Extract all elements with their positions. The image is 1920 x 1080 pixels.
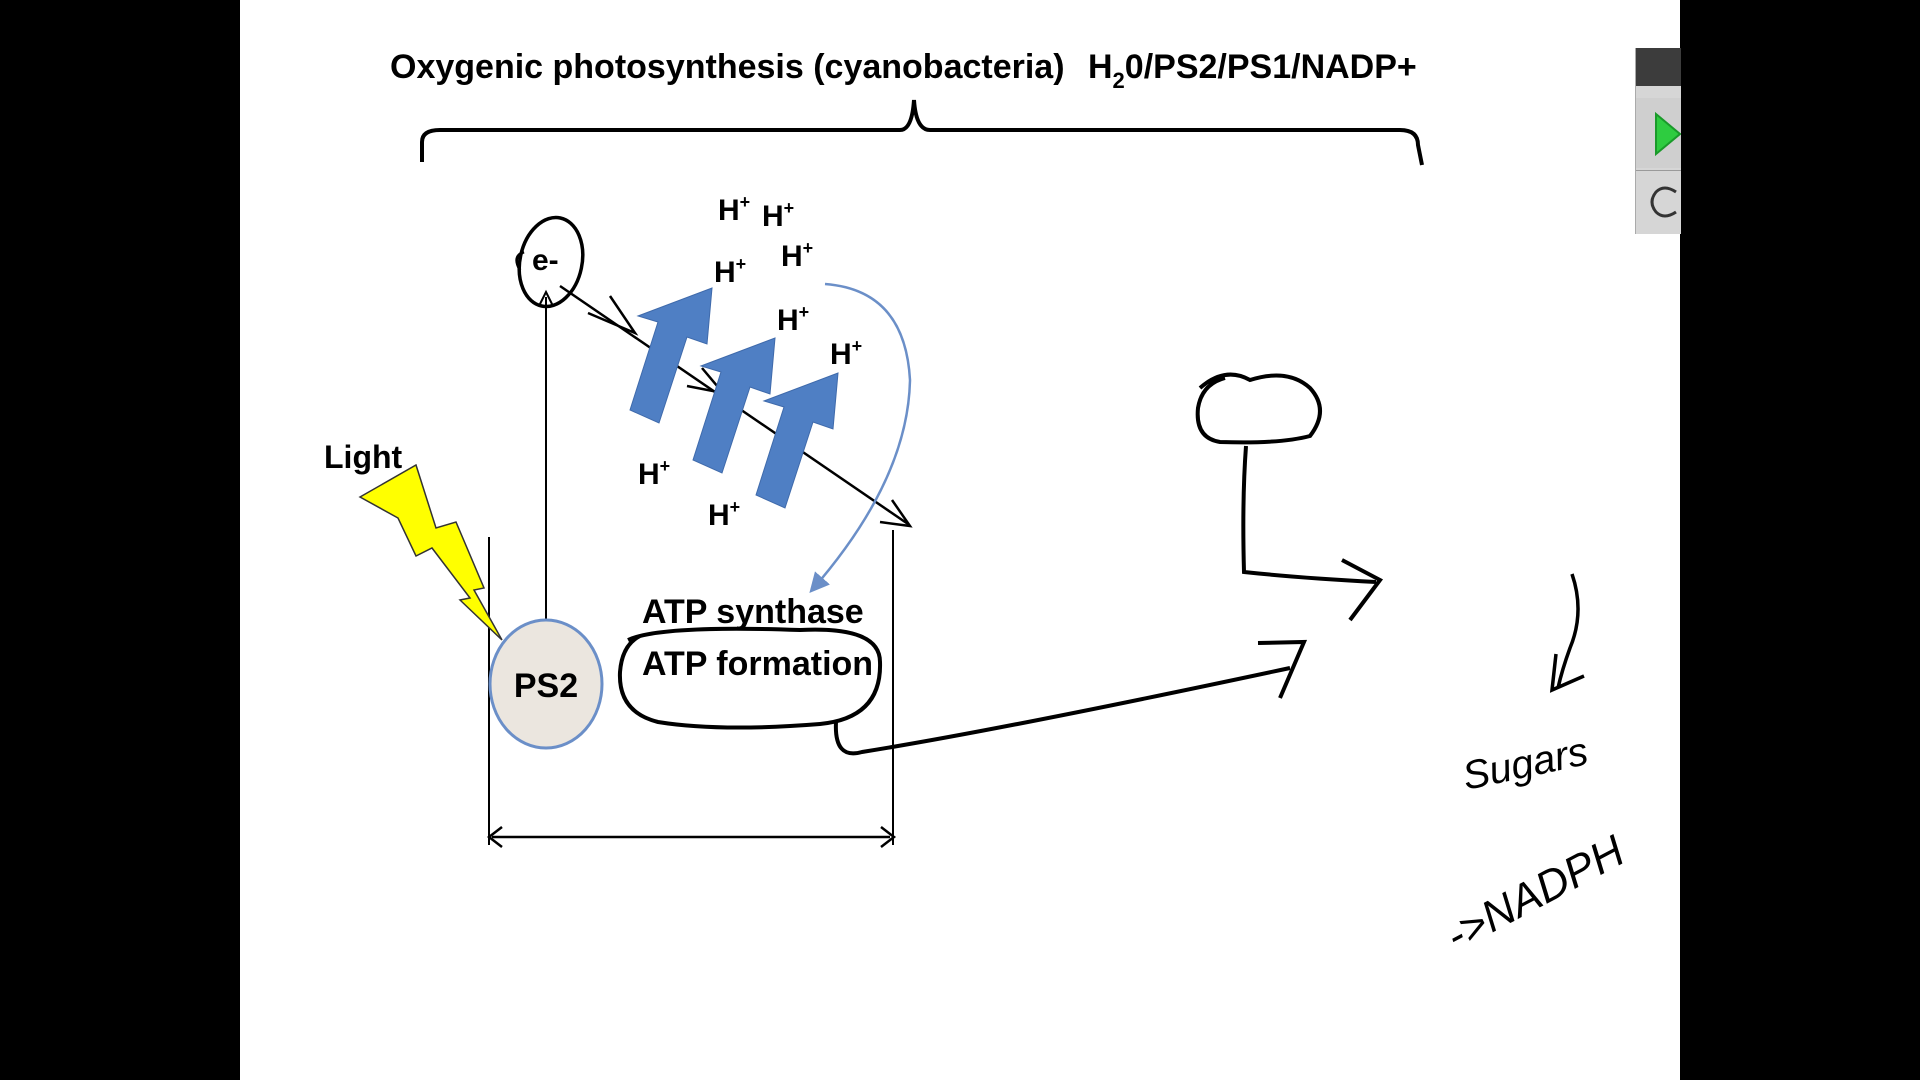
record-button[interactable] <box>1640 176 1681 228</box>
hand-drawn-blob <box>1195 372 1322 445</box>
ps2-label: PS2 <box>514 667 578 705</box>
proton-label-2: H+ <box>762 198 794 233</box>
proton-flow-curve <box>809 282 912 594</box>
proton-label-1: H+ <box>718 192 750 227</box>
blob-output-arrowhead <box>1341 558 1384 622</box>
play-icon <box>1655 111 1682 157</box>
proton-pump-arrow-1 <box>629 287 713 424</box>
proton-label-3: H+ <box>714 254 746 289</box>
blob-output-line <box>1241 445 1377 584</box>
photosynthesis-diagram: Oxygenic photosynthesis (cyanobacteria) … <box>324 48 1633 961</box>
handwritten-nadph: ->NADPH <box>1438 826 1633 961</box>
handwritten-sugars: Sugars <box>1459 729 1592 798</box>
proton-pump-arrows <box>629 287 839 509</box>
recorder-side-panel <box>1635 48 1682 234</box>
light-label: Light <box>324 439 403 475</box>
proton-label-6: H+ <box>830 336 862 371</box>
atp-output-arrow <box>833 666 1291 756</box>
proton-labels: H+ H+ H+ H+ H+ H+ H+ H+ <box>638 192 862 532</box>
title-brace <box>420 99 1424 166</box>
atp-output-arrowhead <box>1257 639 1308 699</box>
atp-formation-label: ATP formation <box>642 645 873 683</box>
slide-canvas: Oxygenic photosynthesis (cyanobacteria) … <box>240 0 1680 1080</box>
lightning-bolt-icon <box>358 463 503 641</box>
electron-circle <box>517 215 585 309</box>
panel-divider <box>1636 170 1681 171</box>
proton-label-4: H+ <box>781 238 813 273</box>
page-title: Oxygenic photosynthesis (cyanobacteria) … <box>390 48 1417 93</box>
atp-formation-circle <box>617 626 883 730</box>
atp-synthase-label: ATP synthase <box>642 593 864 631</box>
play-button[interactable] <box>1636 98 1682 168</box>
ps2-circle <box>488 618 604 750</box>
proton-label-7: H+ <box>638 456 670 491</box>
electron-label: e- <box>532 244 559 277</box>
span-arrow-left-head <box>486 826 503 848</box>
sugars-down-arrow <box>1556 573 1580 689</box>
proton-label-5: H+ <box>777 302 809 337</box>
electron-loop-stroke <box>515 250 525 271</box>
circle-icon <box>1650 186 1677 218</box>
proton-pump-arrow-2 <box>692 337 776 474</box>
electron-up-arrowhead <box>538 289 554 307</box>
proton-label-8: H+ <box>708 497 740 532</box>
transport-arrowhead-1 <box>587 295 639 336</box>
span-arrow-right-head <box>880 826 897 848</box>
sugars-down-arrowhead <box>1549 653 1585 693</box>
panel-title-bar <box>1636 48 1681 86</box>
transport-arrowhead-3 <box>879 499 913 528</box>
proton-pump-arrow-3 <box>755 372 839 509</box>
